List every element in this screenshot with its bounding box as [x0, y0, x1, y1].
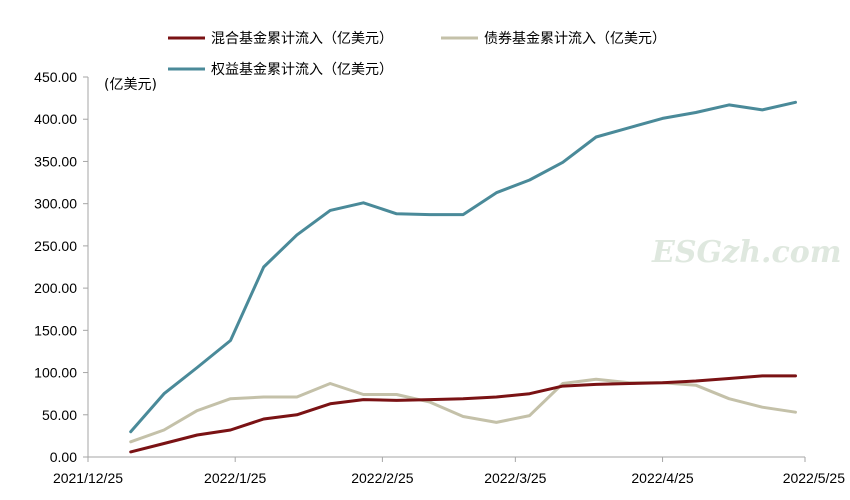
y-tick-label: 100.00 — [34, 365, 77, 381]
plot-area — [129, 100, 797, 454]
x-tick-label: 2022/5/25 — [783, 470, 845, 486]
x-tick-label: 2022/2/25 — [351, 470, 413, 486]
x-tick-label: 2022/1/25 — [204, 470, 266, 486]
legend-item-bond: 债券基金累计流入（亿美元） — [441, 30, 666, 47]
axes: 0.00 50.00 100.00 150.00 200.00 250.00 300.00 3… — [34, 69, 845, 486]
series-line-bond — [129, 377, 797, 444]
y-tick-label: 300.00 — [34, 196, 77, 212]
y-axis-unit-label: (亿美元) — [104, 77, 157, 93]
y-tick-label: 450.00 — [34, 69, 77, 85]
y-tick-label: 250.00 — [34, 238, 77, 254]
legend-item-equity: 权益基金累计流入（亿美元） — [168, 61, 393, 78]
watermark: ESGzh.com — [651, 235, 841, 270]
legend-label-mixed: 混合基金累计流入（亿美元） — [211, 30, 393, 47]
y-tick-label: 50.00 — [42, 407, 77, 423]
legend: 混合基金累计流入（亿美元） 债券基金累计流入（亿美元） 权益基金累计流入（亿美元… — [168, 30, 666, 78]
y-tick-label: 400.00 — [34, 111, 77, 127]
legend-label-bond: 债券基金累计流入（亿美元） — [484, 30, 666, 47]
legend-label-equity: 权益基金累计流入（亿美元） — [211, 61, 393, 78]
x-tick-label: 2021/12/25 — [53, 470, 123, 486]
series-line-equity — [129, 100, 797, 434]
legend-item-mixed: 混合基金累计流入（亿美元） — [168, 30, 393, 47]
y-tick-label: 0.00 — [50, 449, 77, 465]
x-tick-label: 2022/4/25 — [631, 470, 693, 486]
y-tick-label: 350.00 — [34, 153, 77, 169]
x-tick-label: 2022/3/25 — [484, 470, 546, 486]
y-tick-label: 200.00 — [34, 280, 77, 296]
series-line-mixed — [129, 374, 797, 454]
y-tick-label: 150.00 — [34, 322, 77, 338]
